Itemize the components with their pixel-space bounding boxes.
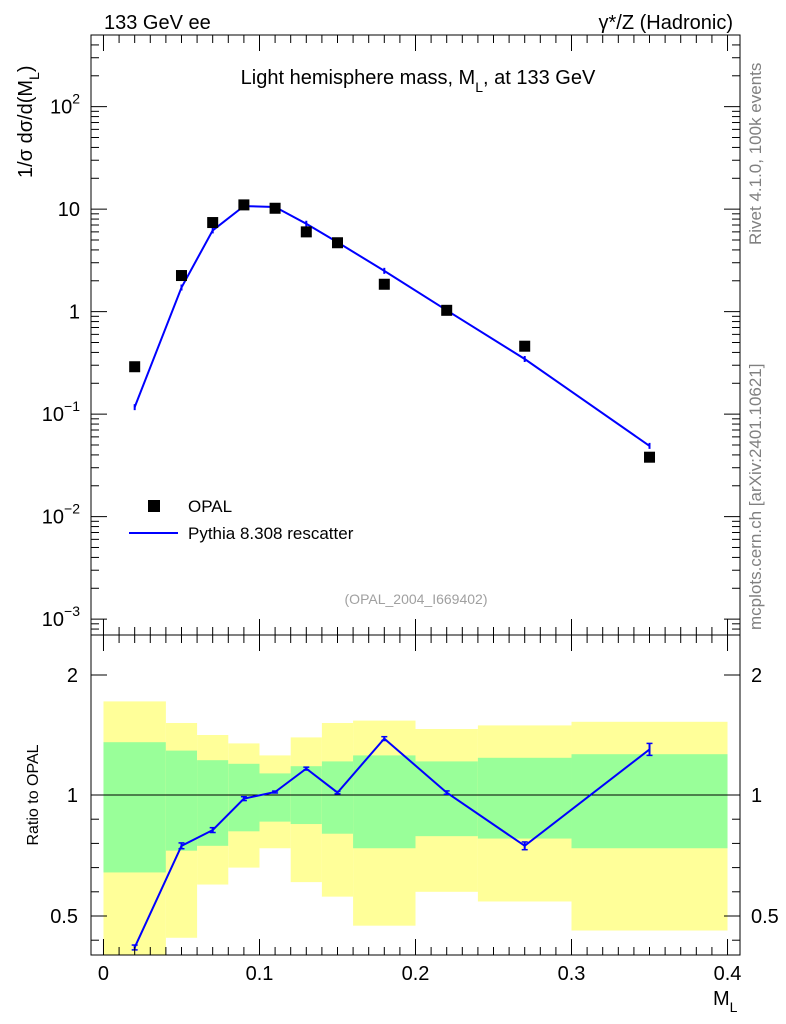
main-plot-marks [129,199,656,463]
ratio-band-green [259,773,291,822]
legend-label-pythia: Pythia 8.308 rescatter [188,524,354,543]
main-y-tick-label: 10 [58,199,80,221]
main-panel-frame [90,34,741,636]
mcplots-label: mcplots.cern.ch [arXiv:2401.10621] [746,364,765,630]
opal-point [175,270,187,282]
header-right-label: γ*/Z (Hadronic) [599,12,733,34]
opal-point [207,217,219,229]
x-tick-label: 0.2 [402,963,430,985]
x-tick-label: 0.3 [558,963,586,985]
ratio-y-tick-label-left: 2 [67,665,78,687]
pythia-line [133,205,651,447]
main-panel: 10−3 10−2 10−1 1 10 102 Light hemisphere mass… [15,34,741,636]
ratio-band-green [321,761,354,834]
ratio-panel: 0.5 0.5 1 1 2 2 0 0.1 0.2 0.3 0.4 Ratio to OPAL M… [25,634,779,1015]
opal-point [441,304,453,316]
opal-point [519,340,531,352]
ratio-band-green [103,742,166,873]
main-y-axis-label: 1/σ dσ/d(ML) [15,65,42,178]
ratio-band-green [353,755,416,849]
ratio-y-tick-label-right: 1 [751,785,762,807]
ratio-band-green [571,754,728,849]
opal-point [378,278,390,290]
legend: OPAL Pythia 8.308 rescatter [129,497,354,543]
x-tick-label: 0 [98,963,109,985]
ratio-band-green [165,750,198,851]
ratio-uncertainty-bands [103,701,728,955]
analysis-id-label: (OPAL_2004_I669402) [345,591,488,607]
ratio-x-axis: 0 0.1 0.2 0.3 0.4 [98,635,742,985]
main-y-tick-label: 1 [69,302,80,324]
x-tick-label: 0.1 [246,963,274,985]
opal-point [300,226,312,238]
rivet-version-label: Rivet 4.1.0, 100k events [746,63,765,245]
ratio-y-tick-label-right: 2 [751,665,762,687]
main-y-axis: 10−3 10−2 10−1 1 10 102 [42,34,740,636]
ratio-band-green [477,757,572,839]
ratio-y-tick-label-left: 0.5 [50,906,78,928]
opal-point [129,361,141,373]
main-y-tick-label: 10−2 [42,501,80,529]
opal-point [331,237,343,249]
ratio-y-tick-label-right: 0.5 [751,906,779,928]
x-tick-label: 0.4 [714,963,742,985]
opal-point [269,202,281,214]
legend-label-opal: OPAL [188,497,232,516]
header-left-label: 133 GeV ee [104,12,211,34]
main-x-ticks [102,35,729,635]
x-axis-label: ML [713,988,738,1015]
ratio-y-tick-label-left: 1 [67,785,78,807]
opal-point [644,451,656,463]
opal-point [238,199,250,211]
main-title: Light hemisphere mass, ML, at 133 GeV [241,67,596,95]
ratio-y-axis: 0.5 0.5 1 1 2 2 [50,665,779,941]
ratio-y-axis-label: Ratio to OPAL [25,744,42,845]
legend-marker-opal [148,500,160,512]
main-y-tick-label: 10−3 [42,603,80,631]
main-y-tick-label: 10−1 [42,398,80,426]
main-y-tick-label: 102 [50,91,80,119]
